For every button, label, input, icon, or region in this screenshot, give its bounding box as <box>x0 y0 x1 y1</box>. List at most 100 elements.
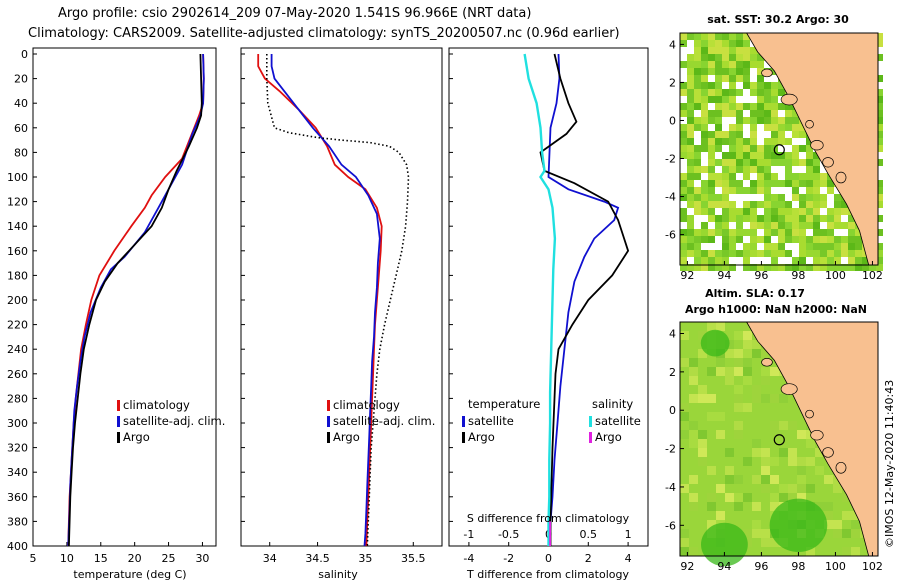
map-cell <box>729 124 736 131</box>
map-cell <box>792 194 799 201</box>
legend-argo-swatch <box>117 432 120 443</box>
map-cell <box>750 187 757 194</box>
map-cell <box>761 448 770 457</box>
map-cell <box>764 208 771 215</box>
map-cell <box>708 194 715 201</box>
map-cell <box>799 159 806 166</box>
map-cell <box>743 322 752 331</box>
map-cell <box>834 187 841 194</box>
s-diff-tick-label: -0.5 <box>498 528 519 541</box>
map-cell <box>708 82 715 89</box>
map-cell <box>698 331 707 340</box>
map-cell <box>707 367 716 376</box>
map-cell <box>716 484 725 493</box>
map-cell <box>778 117 785 124</box>
map-cell <box>778 166 785 173</box>
map-cell <box>827 264 834 271</box>
map-cell <box>715 145 722 152</box>
island <box>810 140 824 151</box>
map-cell <box>701 124 708 131</box>
map-cell <box>715 54 722 61</box>
map-cell <box>834 201 841 208</box>
map-cell <box>813 159 820 166</box>
map-cell <box>734 331 743 340</box>
map-lat-label: 0 <box>669 404 676 417</box>
difference-plot: -4 -2 0 2 4-1 -0.5 0 0.5 1 <box>463 53 632 565</box>
map-cell <box>743 208 750 215</box>
map-cell <box>785 187 792 194</box>
map-cell <box>855 250 862 257</box>
map-cell <box>734 421 743 430</box>
map-cell <box>743 117 750 124</box>
map-cell <box>827 208 834 215</box>
map-cell <box>764 96 771 103</box>
map-cell <box>729 243 736 250</box>
map-cell <box>820 201 827 208</box>
temperature-line-climatology <box>67 53 205 547</box>
map-cell <box>757 75 764 82</box>
depth-tick-label: 340 <box>7 466 28 479</box>
depth-tick-label: 0 <box>21 48 28 61</box>
map-cell <box>694 117 701 124</box>
map-cell <box>757 222 764 229</box>
map-cell <box>771 229 778 236</box>
map-cell <box>876 229 883 236</box>
map-cell <box>736 250 743 257</box>
map-cell <box>834 236 841 243</box>
map-cell <box>701 250 708 257</box>
x-tick-label: 35 <box>358 552 372 565</box>
map-cell <box>680 331 689 340</box>
figure-title-line1: Argo profile: csio 2902614_209 07-May-20… <box>58 6 532 21</box>
map-cell <box>851 529 860 538</box>
map-cell <box>764 145 771 152</box>
map-cell <box>715 229 722 236</box>
map-cell <box>743 82 750 89</box>
map-cell <box>736 117 743 124</box>
map-cell <box>729 75 736 82</box>
map-cell <box>715 250 722 257</box>
map-cell <box>729 222 736 229</box>
map-cell <box>792 159 799 166</box>
x-tick-label: 35.5 <box>401 552 426 565</box>
map-cell <box>701 138 708 145</box>
map-cell <box>680 96 687 103</box>
map-cell <box>698 394 707 403</box>
depth-tick-label: 280 <box>7 392 28 405</box>
map-cell <box>827 187 834 194</box>
map-cell <box>715 61 722 68</box>
map-cell <box>757 145 764 152</box>
map-cell <box>792 215 799 222</box>
map-cell <box>757 82 764 89</box>
map-cell <box>701 103 708 110</box>
map-cell <box>743 75 750 82</box>
map-cell <box>701 159 708 166</box>
map-cell <box>820 208 827 215</box>
map-cell <box>680 138 687 145</box>
map-cell <box>764 110 771 117</box>
map-cell <box>876 110 883 117</box>
temperature-panel-frame <box>32 47 217 547</box>
map-lat-label: -4 <box>665 481 676 494</box>
map-cell <box>771 166 778 173</box>
map-cell <box>680 194 687 201</box>
map-cell <box>771 117 778 124</box>
map-cell <box>757 117 764 124</box>
map-cell <box>757 159 764 166</box>
map-cell <box>715 110 722 117</box>
map-cell <box>750 243 757 250</box>
map-cell <box>806 215 813 222</box>
map-cell <box>729 68 736 75</box>
map-cell <box>813 152 820 159</box>
map-cell <box>799 250 806 257</box>
map-cell <box>757 173 764 180</box>
map-cell <box>771 110 778 117</box>
map-cell <box>788 421 797 430</box>
map-cell <box>743 457 752 466</box>
map-cell <box>820 250 827 257</box>
map-cell <box>680 229 687 236</box>
map-cell <box>750 250 757 257</box>
map-cell <box>806 173 813 180</box>
s-diff-tick-label: 1 <box>625 528 632 541</box>
map-cell <box>750 229 757 236</box>
